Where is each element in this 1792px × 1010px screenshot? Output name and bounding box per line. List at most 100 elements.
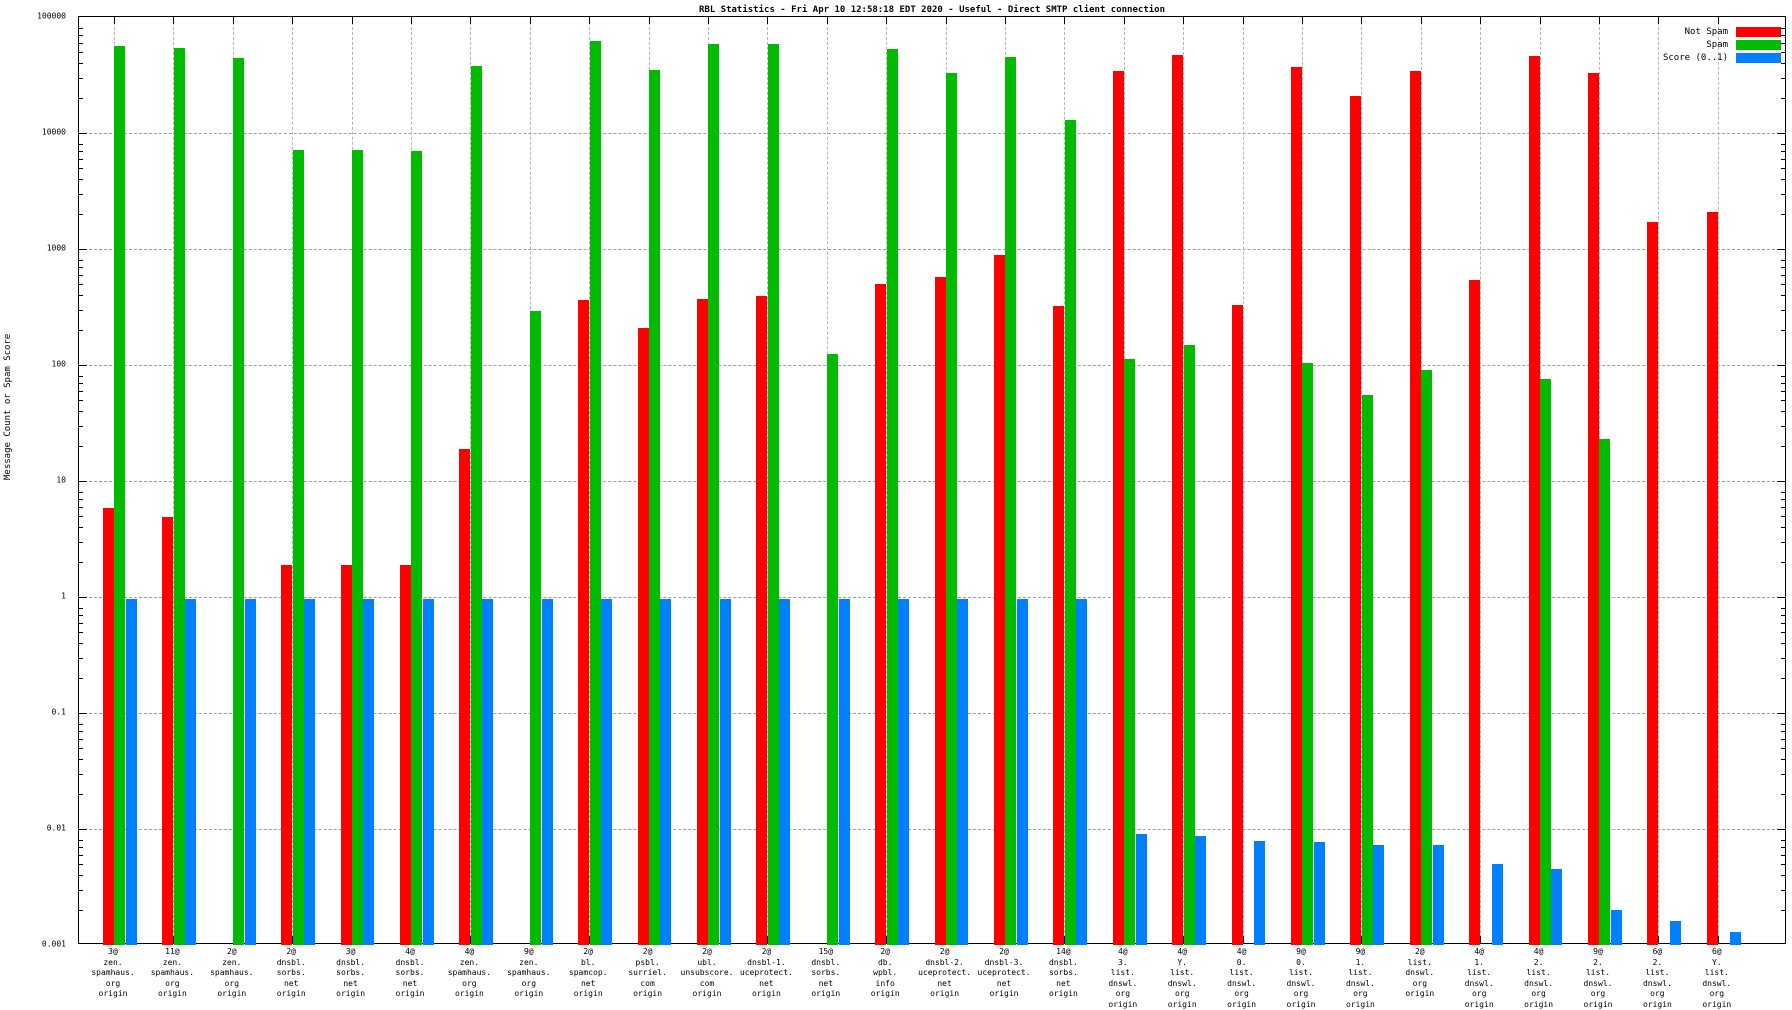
y-axis-label: Message Count or Spam Score — [3, 334, 13, 480]
x-tick-label-line: 6@ — [1667, 947, 1767, 958]
bar-not-spam — [1350, 96, 1361, 945]
y-minor-tick-right — [1781, 748, 1785, 749]
x-tick-label-line: list. — [1667, 968, 1767, 979]
y-minor-tick-right — [1781, 890, 1785, 891]
bar-not-spam — [1529, 56, 1540, 945]
y-minor-tick-left — [79, 383, 83, 384]
y-minor-tick-left — [79, 499, 83, 500]
bar-spam — [530, 311, 541, 945]
y-tick-left — [79, 133, 87, 134]
y-minor-tick-right — [1781, 499, 1785, 500]
vertical-gridline — [1658, 17, 1659, 943]
y-tick-label: 0.001 — [6, 940, 66, 949]
y-minor-tick-right — [1781, 527, 1785, 528]
legend-label-score: Score (0..1) — [1663, 53, 1728, 63]
x-tick-bottom — [1243, 936, 1244, 943]
y-minor-tick-right — [1781, 623, 1785, 624]
bar-score-0-1 — [1076, 599, 1087, 945]
x-tick-top — [886, 17, 887, 24]
y-minor-tick-left — [79, 739, 83, 740]
y-minor-tick-left — [79, 78, 83, 79]
y-minor-tick-left — [79, 847, 83, 848]
bar-score-0-1 — [601, 599, 612, 945]
y-minor-tick-left — [79, 144, 83, 145]
bar-score-0-1 — [779, 599, 790, 945]
y-minor-tick-left — [79, 890, 83, 891]
vertical-gridline — [1243, 17, 1244, 943]
y-minor-tick-right — [1781, 284, 1785, 285]
y-minor-tick-right — [1781, 724, 1785, 725]
bar-not-spam — [1291, 67, 1302, 945]
y-minor-tick-left — [79, 864, 83, 865]
y-tick-label: 100 — [6, 360, 66, 369]
y-minor-tick-right — [1781, 794, 1785, 795]
bar-not-spam — [162, 517, 173, 945]
bar-score-0-1 — [482, 599, 493, 945]
bar-not-spam — [1053, 306, 1064, 945]
y-minor-tick-left — [79, 855, 83, 856]
bar-spam — [827, 354, 838, 945]
y-minor-tick-left — [79, 310, 83, 311]
bar-not-spam — [994, 255, 1005, 945]
y-tick-label: 0.1 — [6, 708, 66, 717]
bar-score-0-1 — [1017, 599, 1028, 945]
chart-title: RBL Statistics - Fri Apr 10 12:58:18 EDT… — [699, 5, 1165, 15]
y-minor-tick-right — [1781, 194, 1785, 195]
bar-score-0-1 — [1314, 842, 1325, 945]
x-tick-label-line: origin — [1310, 1000, 1410, 1010]
x-tick-top — [946, 17, 947, 24]
x-tick-top — [589, 17, 590, 24]
legend-swatch-not-spam-icon — [1736, 27, 1781, 37]
x-tick-top — [1361, 17, 1362, 24]
bar-not-spam — [935, 277, 946, 945]
bar-not-spam — [1707, 212, 1718, 945]
x-tick-top — [827, 17, 828, 24]
x-tick-top — [1718, 17, 1719, 24]
y-tick-right — [1777, 481, 1785, 482]
y-minor-tick-right — [1781, 98, 1785, 99]
y-minor-tick-left — [79, 391, 83, 392]
bar-spam — [590, 41, 601, 945]
x-tick-top — [233, 17, 234, 24]
y-minor-tick-left — [79, 516, 83, 517]
y-minor-tick-left — [79, 151, 83, 152]
y-minor-tick-right — [1781, 310, 1785, 311]
y-minor-tick-right — [1781, 739, 1785, 740]
y-minor-tick-left — [79, 731, 83, 732]
y-tick-right — [1777, 713, 1785, 714]
bar-spam — [1124, 359, 1135, 945]
y-minor-tick-right — [1781, 28, 1785, 29]
y-minor-tick-right — [1781, 542, 1785, 543]
legend: Not Spam Spam Score (0..1) — [1663, 26, 1781, 65]
vertical-gridline — [1718, 17, 1719, 943]
y-tick-right — [1777, 365, 1785, 366]
y-minor-tick-left — [79, 275, 83, 276]
y-minor-tick-left — [79, 400, 83, 401]
y-tick-label: 100000 — [6, 12, 66, 21]
y-tick-left — [79, 829, 87, 830]
y-minor-tick-left — [79, 623, 83, 624]
y-minor-tick-right — [1781, 275, 1785, 276]
bar-spam — [887, 49, 898, 945]
x-tick-bottom — [1480, 936, 1481, 943]
y-minor-tick-right — [1781, 179, 1785, 180]
y-minor-tick-right — [1781, 426, 1785, 427]
y-minor-tick-left — [79, 910, 83, 911]
legend-entry-score: Score (0..1) — [1663, 52, 1781, 64]
y-minor-tick-right — [1781, 63, 1785, 64]
x-tick-top — [1658, 17, 1659, 24]
y-minor-tick-left — [79, 267, 83, 268]
bar-score-0-1 — [363, 599, 374, 945]
y-tick-label: 10 — [6, 476, 66, 485]
bar-score-0-1 — [542, 599, 553, 945]
legend-entry-not-spam: Not Spam — [1663, 26, 1781, 38]
y-minor-tick-left — [79, 658, 83, 659]
y-minor-tick-right — [1781, 446, 1785, 447]
bar-not-spam — [697, 299, 708, 945]
bar-spam — [352, 150, 363, 945]
bar-spam — [1599, 439, 1610, 945]
bar-score-0-1 — [1551, 869, 1562, 945]
y-minor-tick-left — [79, 615, 83, 616]
y-minor-tick-right — [1781, 875, 1785, 876]
